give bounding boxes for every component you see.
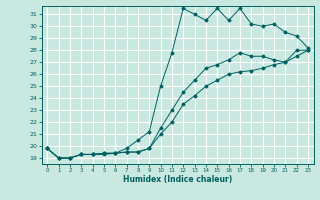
X-axis label: Humidex (Indice chaleur): Humidex (Indice chaleur) — [123, 175, 232, 184]
